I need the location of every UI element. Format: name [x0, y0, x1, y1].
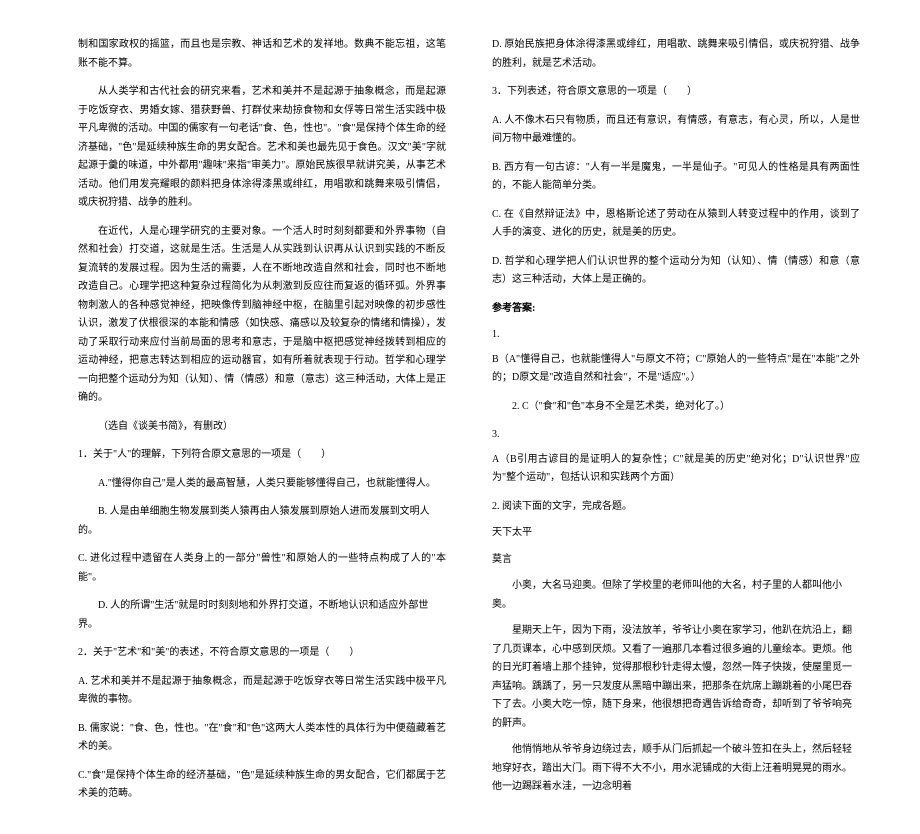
document-page: 制和国家政权的摇篮，而且也是宗教、神话和艺术的发祥地。数典不能忘祖，这笔账不能不…	[0, 0, 920, 834]
option-2d: D. 原始民族把身体涂得漆黑或绯红，用唱歌、跳舞来吸引情侣，或庆祝狩猎、战争的胜…	[492, 36, 860, 73]
story-p3: 他悄悄地从爷爷身边绕过去，顺手从门后抓起一个破斗笠扣在头上，然后轻轻地穿好衣，踏…	[492, 741, 860, 797]
paragraph: 制和国家政权的摇篮，而且也是宗教、神话和艺术的发祥地。数典不能忘祖，这笔账不能不…	[78, 36, 446, 73]
question-2: 2．关于"艺术"和"美"的表述，不符合原文意思的一项是（ ）	[78, 644, 446, 663]
reference-answer-title: 参考答案:	[492, 300, 860, 319]
story-author: 莫言	[492, 551, 860, 570]
option-1c: C. 进化过程中遗留在人类身上的一部分"兽性"和原始人的一些特点构成了人的"本能…	[78, 550, 446, 587]
story-p1: 小奥，大名马迎奥。但除了学校里的老师叫他的大名，村子里的人都叫他小奥。	[492, 577, 860, 614]
option-3b: B. 西方有一句古谚："人有一半是魔鬼，一半是仙子。"可见人的性格是具有两面性的…	[492, 159, 860, 196]
option-1b: B. 人是由单细胞生物发展到类人猿再由人猿发展到原始人进而发展到文明人的。	[78, 503, 446, 540]
source-citation: （选自《谈美书简》，有删改）	[78, 418, 446, 437]
answer-1: B（A"懂得自己，也就能懂得人"与原文不符；C"原始人的一些特点"是在"本能"之…	[492, 351, 860, 388]
story-title: 天下太平	[492, 524, 860, 543]
option-3c: C. 在《自然辩证法》中，恩格斯论述了劳动在从猿到人转变过程中的作用，谈到了人手…	[492, 206, 860, 243]
story-p2: 星期天上午，因为下雨，没法放羊，爷爷让小奥在家学习，他趴在炕沿上，翻了几页课本，…	[492, 622, 860, 733]
answer-3: A（B引用古谚目的是证明人的复杂性；C"就是美的历史"绝对化；D"认识世界"应为…	[492, 451, 860, 488]
option-1a: A."懂得你自己"是人类的最高智慧，人类只要能够懂得自己，也就能懂得人。	[78, 475, 446, 494]
reading-question: 2. 阅读下面的文字，完成各题。	[492, 498, 860, 517]
left-column: 制和国家政权的摇篮，而且也是宗教、神话和艺术的发祥地。数典不能忘祖，这笔账不能不…	[78, 36, 446, 814]
option-1d: D. 人的所谓"生活"就是时时刻刻地和外界打交道，不断地认识和适应外部世界。	[78, 597, 446, 634]
paragraph: 在近代，人是心理学研究的主要对象。一个活人时时刻刻都要和外界事物（自然和社会）打…	[78, 223, 446, 408]
option-2b: B. 儒家说："食、色，性也。"在"食"和"色"这两大人类本性的具体行为中便蕴藏…	[78, 720, 446, 757]
right-column: D. 原始民族把身体涂得漆黑或绯红，用唱歌、跳舞来吸引情侣，或庆祝狩猎、战争的胜…	[492, 36, 860, 814]
paragraph: 从人类学和古代社会的研究来看，艺术和美并不是起源于抽象概念，而是起源于吃饭穿衣、…	[78, 83, 446, 213]
answer-1-num: 1.	[492, 326, 860, 345]
question-3: 3．下列表述，符合原文意思的一项是（ ）	[492, 83, 860, 102]
option-2a: A. 艺术和美并不是起源于抽象概念，而是起源于吃饭穿衣等日常生活实践中极平凡卑微…	[78, 673, 446, 710]
question-1: 1．关于"人"的理解，下列符合原文意思的一项是（ ）	[78, 446, 446, 465]
option-3a: A. 人不像木石只有物质，而且还有意识，有情感，有意志，有心灵，所以，人是世间万…	[492, 112, 860, 149]
option-2c: C."食"是保持个体生命的经济基础，"色"是延续种族生命的男女配合，它们都属于艺…	[78, 767, 446, 804]
answer-2: 2. C（"食"和"色"本身不全是艺术类，绝对化了。）	[492, 398, 860, 417]
option-3d: D. 哲学和心理学把人们认识世界的整个运动分为知（认知）、情（情感）和意（意志）…	[492, 253, 860, 290]
answer-3-num: 3.	[492, 426, 860, 445]
